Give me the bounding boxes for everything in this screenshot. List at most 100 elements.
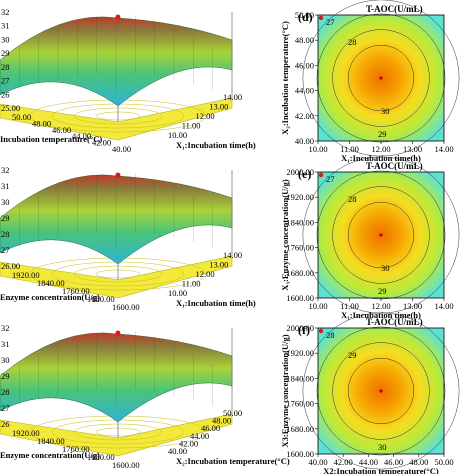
x1-tick-label: 14.00 — [223, 92, 242, 102]
x2-tick-label: 1680.00 — [87, 294, 115, 304]
x2-tick-label: 1760.00 — [62, 286, 90, 296]
y-tick-label: 1760.00 — [286, 243, 314, 253]
x-tick-label: 14.00 — [434, 301, 453, 311]
x-tick-label: 50.00 — [434, 457, 453, 467]
x-tick-label: 44.00 — [359, 457, 378, 467]
x2-tick-label: 1680.00 — [87, 452, 115, 462]
contour-line — [332, 186, 430, 284]
x1-tick-label: 13.00 — [209, 260, 228, 270]
x-tick-label: 40.00 — [308, 457, 327, 467]
x1-tick-label: 10.00 — [168, 288, 187, 298]
y-tick-label: 40.00 — [295, 136, 314, 146]
contour-label: 30 — [381, 263, 390, 273]
x2-axis-label: Enzyme concentration(U/g) — [0, 450, 100, 460]
z-tick-label: 28 — [1, 387, 10, 397]
x2-axis-label: Incubation temperature(°C) — [0, 134, 102, 144]
x2-tick-label: 1600.00 — [112, 460, 140, 470]
contour-label: 30 — [378, 442, 387, 452]
x1-axis-label: X₁:Incubation time(h) — [176, 298, 256, 308]
y-tick-label: 1680.00 — [286, 268, 314, 278]
z-tick-label: 31 — [1, 181, 10, 191]
x2-axis-label: Enzyme concentration(U/g) — [0, 292, 100, 302]
design-point — [318, 172, 324, 178]
plot-title: T-AOC(U/mL) — [366, 317, 423, 327]
contour-panel-f: 28 29 30 T-AOC(U/mL) (f) 40.00 42.00 44.00 46.00… — [280, 312, 460, 474]
x2-tick-label: 1920.00 — [12, 270, 40, 280]
x2-tick-label: 48.00 — [32, 118, 51, 128]
x1-axis-label: X₁:Incubation time(h) — [176, 140, 256, 150]
x2-tick-label: 40.00 — [112, 144, 131, 154]
z-tick-label: 30 — [1, 197, 10, 207]
y-tick-label: 2000.00 — [286, 167, 314, 177]
y-tick-label: 1920.00 — [286, 348, 314, 358]
z-tick-label: 32 — [1, 323, 10, 333]
panel-label: (d) — [298, 10, 313, 24]
contour-label: 27 — [326, 17, 335, 27]
y-tick-label: 1680.00 — [286, 424, 314, 434]
contour-label: 28 — [326, 330, 335, 340]
y-tick-label: 48.00 — [295, 35, 314, 45]
z-tick-label: 27 — [1, 245, 10, 255]
contour-line — [347, 44, 415, 112]
z-tick-label: 29 — [1, 213, 10, 223]
y-axis-label: X₃:Enzyme concentration(U/g) — [280, 179, 290, 291]
x1-tick-label: 11.00 — [182, 121, 201, 131]
z-tick-label: 32 — [1, 7, 10, 17]
y-axis-label: X₂:Incubation temperature(°C) — [280, 21, 290, 135]
contour-label: 28 — [348, 37, 357, 47]
z-tick-label: 32 — [1, 165, 10, 175]
x1-tick-label: 11.00 — [182, 279, 201, 289]
plot-title: T-AOC(U/mL) — [366, 4, 423, 14]
z-tick-label: 26 — [1, 89, 10, 99]
z-tick-label: 31 — [1, 21, 10, 31]
contour-line — [302, 0, 460, 157]
surface-panel-c: 26 27 28 29 30 31 32 40.0042.0044.0046.0048.005… — [0, 323, 290, 470]
y-tick-label: 2000.00 — [286, 323, 314, 333]
y-tick-label: 42.00 — [295, 111, 314, 121]
x-tick-label: 13.00 — [403, 144, 422, 154]
y-tick-label: 1840.00 — [286, 373, 314, 383]
contour-line — [347, 357, 415, 425]
contour-label: 28 — [348, 194, 357, 204]
z-tick-label: 30 — [1, 355, 10, 365]
z-tick-label: 30 — [1, 34, 10, 44]
x-tick-label: 13.00 — [403, 301, 422, 311]
y-tick-label: 1840.00 — [286, 217, 314, 227]
y-tick-label: 46.00 — [295, 60, 314, 70]
x2-tick-label: 42.00 — [92, 138, 111, 148]
contour-label: 29 — [378, 286, 387, 296]
z-tick-label: 26 — [1, 419, 10, 429]
design-point — [115, 14, 121, 20]
z-tick-label: 27 — [1, 76, 10, 86]
x2-tick-label: 46.00 — [52, 125, 71, 135]
x1-tick-label: 10.00 — [168, 130, 187, 140]
x-tick-label: 46.00 — [384, 457, 403, 467]
x-tick-label: 11.00 — [340, 144, 359, 154]
x1-tick-label: 13.00 — [209, 102, 228, 112]
x-tick-label: 12.00 — [371, 301, 390, 311]
y-tick-label: 50.00 — [295, 10, 314, 20]
contour-line — [316, 326, 446, 456]
panel-label: (f) — [298, 323, 310, 337]
design-point — [115, 330, 121, 336]
y-tick-label: 1600.00 — [286, 449, 314, 459]
center-point — [379, 233, 383, 237]
contour-label: 29 — [378, 129, 387, 139]
x1-tick-label: 48.00 — [212, 416, 231, 426]
contour-line — [347, 201, 415, 269]
x2-tick-label: 1840.00 — [37, 278, 65, 288]
z-tick-label: 26.00 — [1, 261, 20, 271]
y-tick-label: 1760.00 — [286, 399, 314, 409]
x2-tick-label: 1600.00 — [112, 302, 140, 312]
z-tick-label: 31 — [1, 339, 10, 349]
x-tick-label: 10.00 — [308, 301, 327, 311]
plot-frame — [317, 327, 445, 455]
x-tick-label: 48.00 — [409, 457, 428, 467]
contour-line — [332, 342, 430, 440]
x1-tick-label: 42.00 — [179, 438, 198, 448]
contour-panel-e: 27 28 29 30 T-AOC(U/mL) (e) 10.00 11.00 12.00 13.… — [280, 156, 460, 320]
x2-tick-label: 1760.00 — [62, 444, 90, 454]
contour-label: 29 — [348, 350, 357, 360]
x2-tick-label: 50.00 — [12, 112, 31, 122]
